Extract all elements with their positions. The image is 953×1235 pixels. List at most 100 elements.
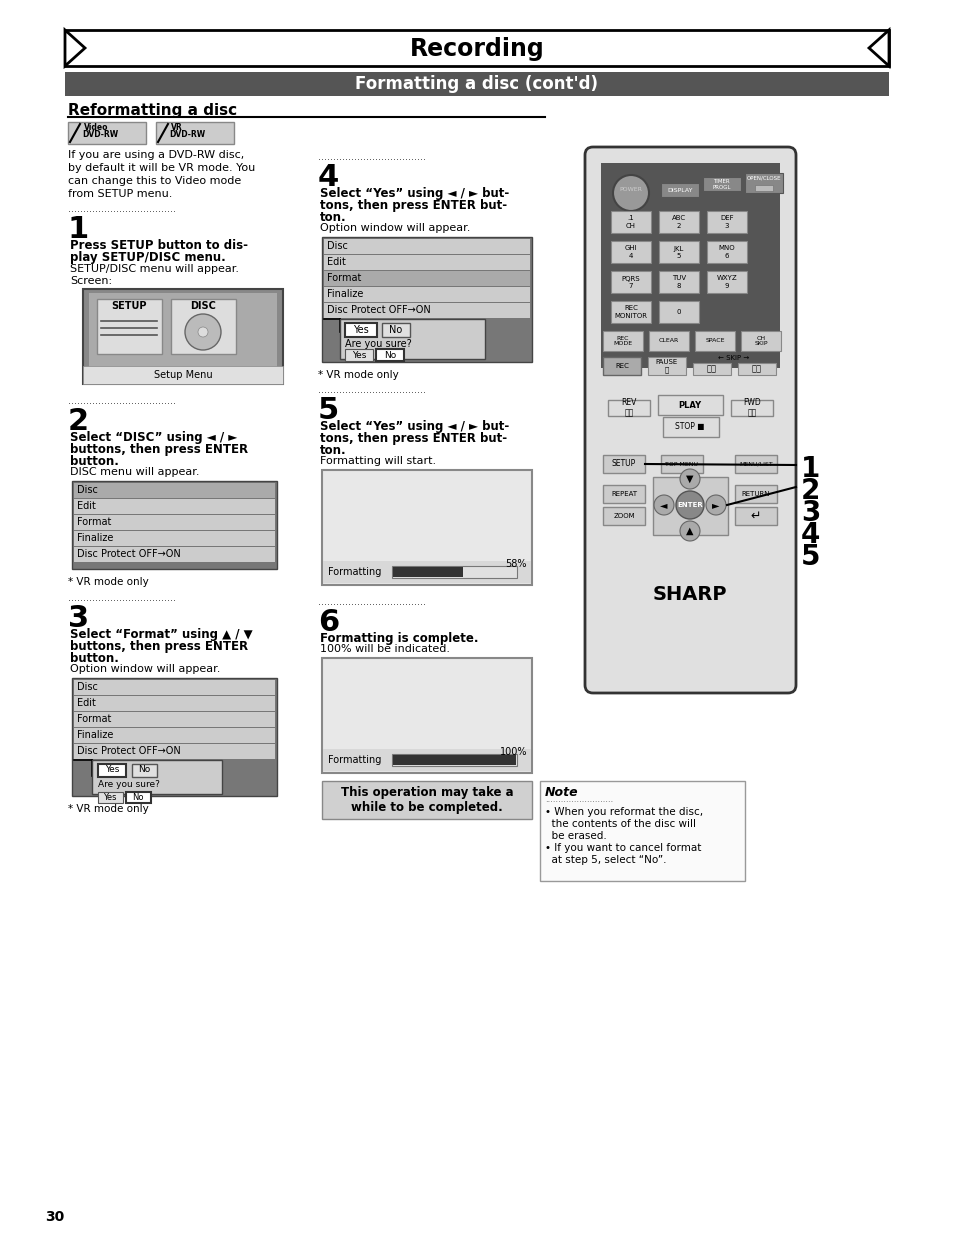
Text: CH
SKIP: CH SKIP — [754, 336, 767, 346]
Bar — [375, 350, 403, 361]
Bar — [65, 72, 888, 96]
Text: REPEAT: REPEAT — [610, 492, 637, 496]
Bar — [607, 400, 649, 416]
Text: Note: Note — [544, 785, 578, 799]
Text: Edit: Edit — [77, 698, 95, 708]
Text: ton.: ton. — [319, 445, 346, 457]
Text: 100%: 100% — [499, 747, 526, 757]
Text: 100% will be indicated.: 100% will be indicated. — [319, 643, 450, 655]
Text: button.: button. — [70, 454, 119, 468]
Text: DEF
3: DEF 3 — [720, 215, 733, 228]
Bar — [734, 508, 776, 525]
Bar — [600, 163, 780, 368]
Bar — [610, 241, 650, 263]
Text: • When you reformat the disc,: • When you reformat the disc, — [544, 806, 702, 818]
Text: 6: 6 — [317, 608, 339, 637]
Bar — [734, 454, 776, 473]
Bar — [392, 755, 517, 766]
Bar — [602, 357, 640, 375]
Text: 4: 4 — [801, 521, 820, 550]
Text: play SETUP/DISC menu.: play SETUP/DISC menu. — [70, 251, 226, 264]
Bar — [68, 122, 146, 144]
Text: REC: REC — [615, 363, 628, 369]
Text: ····································: ···································· — [317, 156, 426, 165]
Text: Are you sure?: Are you sure? — [98, 781, 160, 789]
Text: SPACE: SPACE — [704, 338, 724, 343]
Bar — [393, 755, 516, 764]
Bar — [323, 748, 531, 771]
Bar — [381, 324, 410, 337]
Text: Select “Format” using ▲ / ▼: Select “Format” using ▲ / ▼ — [70, 629, 253, 641]
Bar — [659, 301, 699, 324]
Bar — [393, 567, 462, 577]
Bar — [744, 173, 782, 193]
Bar — [132, 764, 157, 777]
Text: REV
⏪⏪: REV ⏪⏪ — [620, 399, 636, 417]
Text: Formatting: Formatting — [328, 567, 381, 577]
Text: ····································: ···································· — [68, 399, 175, 409]
Text: REC
MODE: REC MODE — [613, 336, 632, 346]
Text: ↵: ↵ — [750, 510, 760, 522]
Text: Finalize: Finalize — [77, 730, 113, 740]
Text: ◄: ◄ — [659, 500, 667, 510]
Text: 3: 3 — [68, 604, 89, 634]
Text: Disc Protect OFF→ON: Disc Protect OFF→ON — [327, 305, 431, 315]
Text: This operation may take a
while to be completed.: This operation may take a while to be co… — [340, 785, 513, 814]
Text: ENTER: ENTER — [677, 501, 702, 508]
Circle shape — [185, 314, 221, 350]
Bar — [662, 417, 719, 437]
Bar — [539, 781, 744, 881]
Text: Select “Yes” using ◄ / ► but-: Select “Yes” using ◄ / ► but- — [319, 186, 509, 200]
Bar — [65, 30, 888, 65]
Bar — [89, 293, 276, 370]
Bar — [324, 240, 530, 254]
Text: ⏪⏪: ⏪⏪ — [706, 364, 717, 373]
Text: PLAY: PLAY — [678, 400, 700, 410]
Polygon shape — [868, 30, 888, 65]
Text: DVD-RW: DVD-RW — [169, 130, 205, 140]
Bar — [171, 299, 235, 354]
Text: from SETUP menu.: from SETUP menu. — [68, 189, 172, 199]
Bar — [692, 363, 730, 375]
Text: DISC menu will appear.: DISC menu will appear. — [70, 467, 199, 477]
Text: Disc Protect OFF→ON: Disc Protect OFF→ON — [77, 746, 180, 756]
Text: Press SETUP button to dis-: Press SETUP button to dis- — [70, 240, 248, 252]
Text: Edit: Edit — [327, 257, 346, 267]
Bar — [98, 764, 126, 777]
Text: Option window will appear.: Option window will appear. — [319, 224, 470, 233]
Bar — [610, 211, 650, 233]
Bar — [98, 792, 123, 803]
Bar — [659, 270, 699, 293]
Text: MNO
6: MNO 6 — [718, 246, 735, 258]
Text: Format: Format — [327, 273, 361, 283]
Bar — [648, 331, 688, 351]
Bar — [740, 331, 781, 351]
Text: Select “DISC” using ◄ / ►: Select “DISC” using ◄ / ► — [70, 431, 237, 445]
Bar — [647, 357, 685, 375]
Text: 5: 5 — [317, 396, 339, 425]
Text: Edit: Edit — [77, 501, 95, 511]
Text: buttons, then press ENTER: buttons, then press ENTER — [70, 443, 248, 456]
Text: ····································: ···································· — [68, 207, 175, 217]
Text: Disc: Disc — [77, 682, 98, 692]
Text: 2: 2 — [801, 477, 820, 505]
Text: STOP ■: STOP ■ — [675, 422, 704, 431]
Text: OPEN/CLOSE: OPEN/CLOSE — [746, 175, 781, 180]
Bar — [345, 350, 373, 361]
Circle shape — [679, 469, 700, 489]
Text: tons, then press ENTER but-: tons, then press ENTER but- — [319, 432, 507, 445]
Text: No: No — [132, 793, 144, 802]
Text: Format: Format — [77, 517, 112, 527]
Bar — [126, 792, 151, 803]
Text: Disc: Disc — [327, 241, 348, 251]
Text: Select “Yes” using ◄ / ► but-: Select “Yes” using ◄ / ► but- — [319, 420, 509, 433]
Bar — [339, 319, 484, 359]
Text: 58%: 58% — [505, 559, 526, 569]
Bar — [322, 471, 532, 585]
Bar — [734, 485, 776, 503]
Text: GHI
4: GHI 4 — [624, 246, 637, 258]
Bar — [730, 400, 772, 416]
Text: Finalize: Finalize — [77, 534, 113, 543]
Text: Format: Format — [77, 714, 112, 724]
Text: Formatting will start.: Formatting will start. — [319, 456, 436, 466]
